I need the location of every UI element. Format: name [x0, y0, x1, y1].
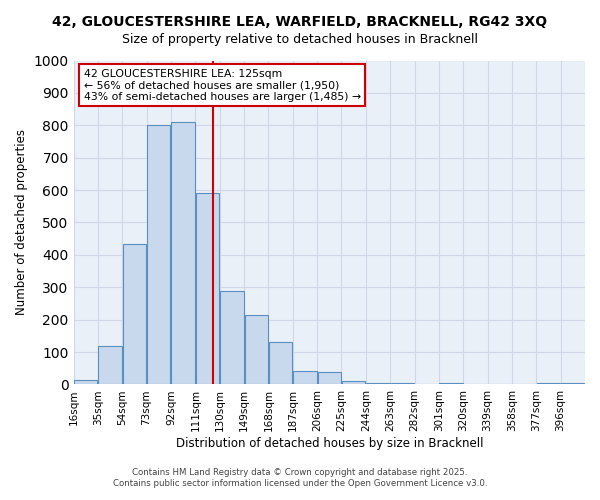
- Y-axis label: Number of detached properties: Number of detached properties: [15, 130, 28, 316]
- X-axis label: Distribution of detached houses by size in Bracknell: Distribution of detached houses by size …: [176, 437, 483, 450]
- Text: Size of property relative to detached houses in Bracknell: Size of property relative to detached ho…: [122, 32, 478, 46]
- Bar: [196, 194, 219, 384]
- Bar: [537, 383, 560, 384]
- Bar: [561, 383, 584, 384]
- Bar: [245, 315, 268, 384]
- Bar: [74, 380, 97, 384]
- Bar: [439, 383, 463, 384]
- Bar: [293, 371, 317, 384]
- Bar: [147, 126, 170, 384]
- Text: 42 GLOUCESTERSHIRE LEA: 125sqm
← 56% of detached houses are smaller (1,950)
43% : 42 GLOUCESTERSHIRE LEA: 125sqm ← 56% of …: [84, 68, 361, 102]
- Bar: [367, 383, 389, 384]
- Bar: [391, 383, 414, 384]
- Bar: [269, 342, 292, 384]
- Bar: [220, 290, 244, 384]
- Bar: [123, 244, 146, 384]
- Bar: [317, 372, 341, 384]
- Bar: [172, 122, 195, 384]
- Bar: [342, 381, 365, 384]
- Text: 42, GLOUCESTERSHIRE LEA, WARFIELD, BRACKNELL, RG42 3XQ: 42, GLOUCESTERSHIRE LEA, WARFIELD, BRACK…: [52, 15, 548, 29]
- Bar: [98, 346, 122, 385]
- Text: Contains HM Land Registry data © Crown copyright and database right 2025.
Contai: Contains HM Land Registry data © Crown c…: [113, 468, 487, 487]
